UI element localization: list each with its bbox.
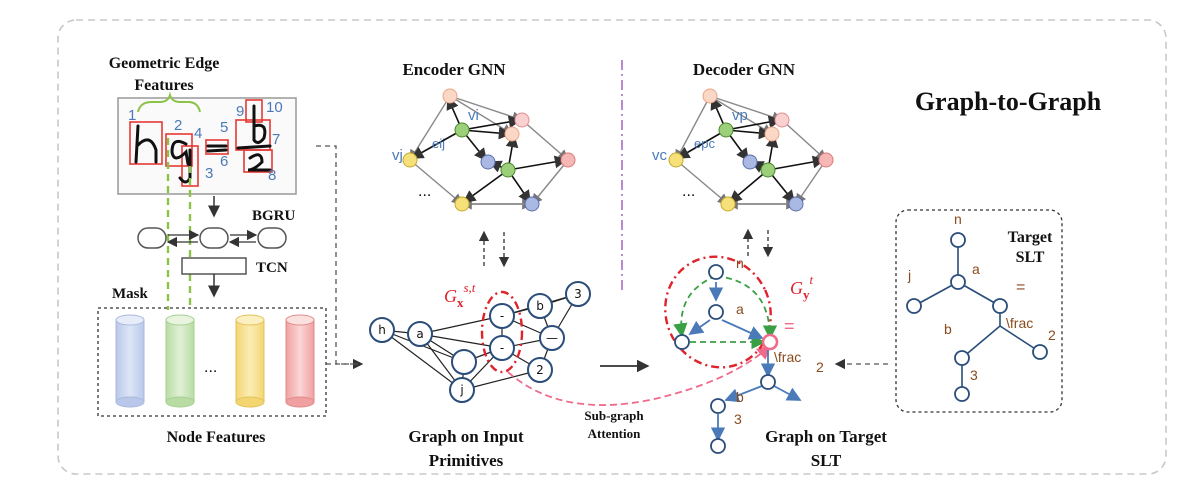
node-features-label: Node Features <box>167 429 266 446</box>
feature-cylinders <box>115 314 315 408</box>
target-slt-tree <box>906 232 1048 402</box>
decoder-graph <box>668 88 834 212</box>
geometric-edge-features-label-2: Features <box>134 77 193 94</box>
stroke-num-9: 9 <box>236 103 244 120</box>
stroke-num-6: 6 <box>220 153 228 170</box>
slt-two: 2 <box>1048 327 1056 343</box>
tcn-label: TCN <box>256 260 288 276</box>
tgt-two: 2 <box>816 359 824 375</box>
bgru-cell-1 <box>137 227 167 249</box>
decoder-vp: vp <box>732 107 748 124</box>
decoder-ellipsis: ... <box>682 183 695 200</box>
encoder-vj: vj <box>392 147 403 164</box>
glyph-j: j <box>459 383 463 397</box>
node-features-box <box>97 307 327 417</box>
handwritten-strokes <box>134 104 272 184</box>
decoder-epc: epc <box>694 136 715 151</box>
subgraph-attention-curve <box>507 344 772 406</box>
target-slt-title-1: Target <box>1008 229 1053 246</box>
glyph-2: 2 <box>536 363 544 377</box>
tgt-b: b <box>736 389 744 405</box>
stroke-num-3: 3 <box>205 165 213 182</box>
stroke-num-5: 5 <box>220 119 228 136</box>
target-slt-box <box>895 209 1063 413</box>
gx-label: Gxs,t <box>444 280 476 310</box>
decoder-vc: vc <box>652 147 668 164</box>
encoder-vi: vi <box>468 107 479 124</box>
input-graph-caption-1: Graph on Input <box>408 427 524 446</box>
cylinder-green <box>165 314 195 408</box>
target-graph-caption-1: Graph on Target <box>765 427 887 446</box>
outer-frame <box>57 19 1167 475</box>
glyph-bar: — <box>546 331 558 345</box>
mask-label: Mask <box>112 286 148 302</box>
target-graph-caption-2: SLT <box>811 451 842 470</box>
stroke-num-4: 4 <box>194 125 202 142</box>
bgru-cell-2 <box>199 227 229 249</box>
slt-three: 3 <box>970 367 978 383</box>
bgru-cell-3 <box>257 227 287 249</box>
glyph-3: 3 <box>574 287 582 301</box>
glyph-minus-2: - <box>500 341 504 355</box>
slt-eq: = <box>1016 279 1025 296</box>
gy-label: Gyt <box>790 272 814 302</box>
stroke-numbers: 1 2 3 4 5 6 7 8 9 10 <box>128 99 283 184</box>
encoder-graph <box>402 88 576 212</box>
cylinder-yellow <box>235 314 265 408</box>
subgraph-attention-label-1: Sub-graph <box>584 408 644 423</box>
target-graph <box>664 255 802 454</box>
encoder-eij: eij <box>432 136 445 151</box>
tcn-box <box>181 257 247 275</box>
green-brace <box>137 91 201 113</box>
glyph-a: a <box>416 327 423 341</box>
input-subgraph-highlight <box>480 290 524 374</box>
glyph-minus-1: - <box>500 309 504 323</box>
glyph-b: b <box>536 299 544 313</box>
stroke-num-8: 8 <box>268 167 276 184</box>
subgraph-attention-label-2: Attention <box>588 426 641 441</box>
slt-a: a <box>972 261 980 277</box>
target-slt-title-2: SLT <box>1016 249 1045 266</box>
stroke-num-10: 10 <box>266 99 283 116</box>
stroke-num-7: 7 <box>272 131 280 148</box>
tgt-three: 3 <box>734 411 742 427</box>
bgru-arrows <box>166 229 258 248</box>
tgt-frac: \frac <box>774 349 801 365</box>
figure-title: Graph-to-Graph <box>915 87 1102 116</box>
input-primitive-graph: h a - - b 3 — 2 j <box>369 281 591 403</box>
tgt-eq: = <box>784 316 795 336</box>
slt-b: b <box>944 321 952 337</box>
edge-features-connector <box>316 145 364 370</box>
slt-j: j <box>907 267 911 283</box>
stroke-num-2: 2 <box>174 117 182 134</box>
encoder-ellipsis: ... <box>418 183 431 200</box>
stroke-num-1: 1 <box>128 107 136 124</box>
input-graph-caption-2: Primitives <box>429 451 504 470</box>
slt-frac: \frac <box>1006 315 1033 331</box>
tgt-n: n <box>736 255 744 271</box>
cylinder-blue <box>115 314 145 408</box>
node-features-ellipsis: ... <box>204 359 217 376</box>
glyph-h: h <box>378 323 386 337</box>
target-subgraph-highlight <box>664 255 772 369</box>
cylinder-red <box>285 314 315 408</box>
encoder-gnn-title: Encoder GNN <box>402 60 506 79</box>
slt-n: n <box>954 211 962 227</box>
geometric-edge-features-label-1: Geometric Edge <box>109 55 220 72</box>
tgt-a: a <box>736 301 744 317</box>
bgru-label: BGRU <box>252 208 296 224</box>
decoder-gnn-title: Decoder GNN <box>693 60 796 79</box>
